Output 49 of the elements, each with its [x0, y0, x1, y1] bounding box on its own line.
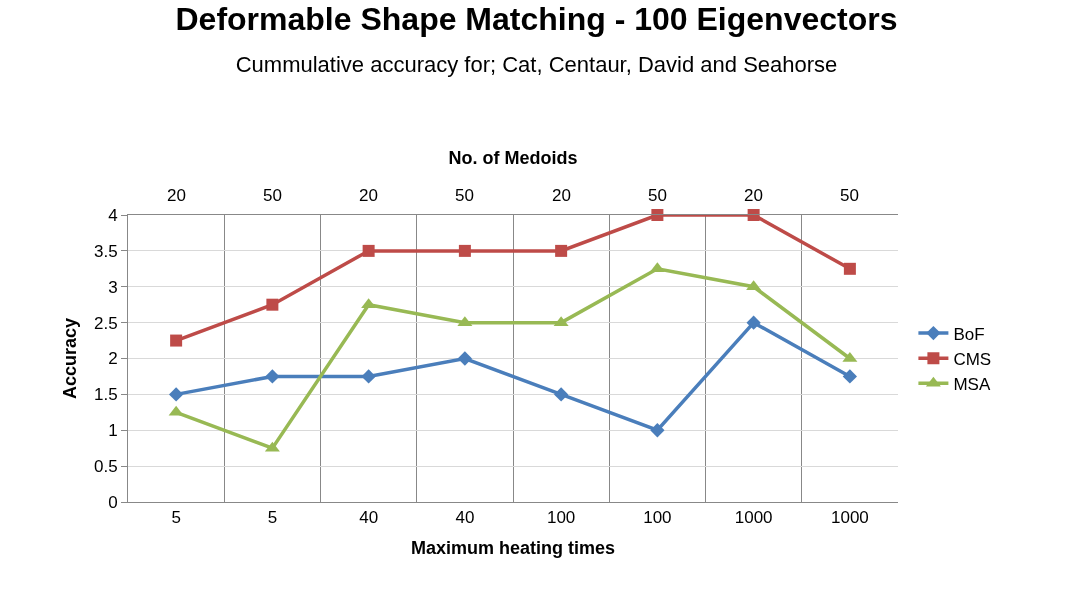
x-tick-label: 5 [267, 508, 278, 528]
text: 50 [455, 186, 474, 205]
text: 20 [167, 186, 186, 205]
point [170, 334, 183, 347]
x-tick-label: 100 [643, 508, 672, 528]
point [553, 387, 569, 402]
legend-label: MSA [953, 374, 991, 394]
legend-label: CMS [953, 349, 992, 369]
text: 50 [840, 186, 859, 205]
y-tick-label: 0.5 [93, 457, 118, 477]
x2-axis-title: No. of Medoids [448, 148, 578, 169]
point [457, 351, 473, 366]
y-tick-label: 4 [108, 205, 118, 225]
point [266, 298, 279, 311]
point [361, 369, 376, 384]
point [265, 369, 280, 384]
y-tick-label: 1.5 [93, 385, 118, 405]
text: 50 [648, 186, 667, 205]
point [651, 209, 664, 221]
x-axis-title: Maximum heating times [410, 537, 616, 558]
text: 50 [263, 186, 282, 205]
x-tick-label: 40 [359, 508, 379, 528]
x-tick-label: 5 [171, 508, 181, 528]
chart-title: Deformable Shape Matching - 100 Eigenvectors [175, 1, 898, 38]
text: 20 [744, 186, 763, 205]
y-tick-label: 2 [108, 349, 118, 369]
y-tick-label: 3.5 [93, 241, 118, 261]
point [168, 387, 184, 402]
point [362, 244, 375, 257]
text: 20 [359, 186, 378, 205]
text: 20 [552, 186, 571, 205]
y-axis-title: Accuracy [60, 317, 81, 400]
legend-label: BoF [953, 324, 985, 344]
chart-subtitle: Cummulative accuracy for; Cat, Centaur, David and Seahorse [235, 51, 838, 77]
y-tick-label: 2.5 [93, 313, 118, 333]
point [843, 262, 856, 275]
point [842, 369, 858, 384]
x-tick-label: 1000 [830, 508, 869, 528]
x-tick-label: 1000 [734, 508, 773, 528]
y-tick-label: 1 [108, 421, 118, 441]
point [555, 244, 568, 257]
point [746, 315, 761, 330]
point [747, 209, 760, 221]
y-tick-label: 0 [108, 492, 118, 512]
y-tick-label: 3 [108, 277, 118, 297]
point [650, 423, 665, 438]
point [458, 244, 471, 257]
x-tick-label: 100 [546, 508, 576, 528]
x-tick-label: 40 [455, 508, 475, 528]
